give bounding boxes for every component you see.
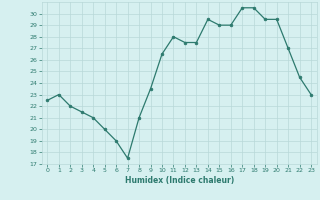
X-axis label: Humidex (Indice chaleur): Humidex (Indice chaleur) (124, 176, 234, 185)
